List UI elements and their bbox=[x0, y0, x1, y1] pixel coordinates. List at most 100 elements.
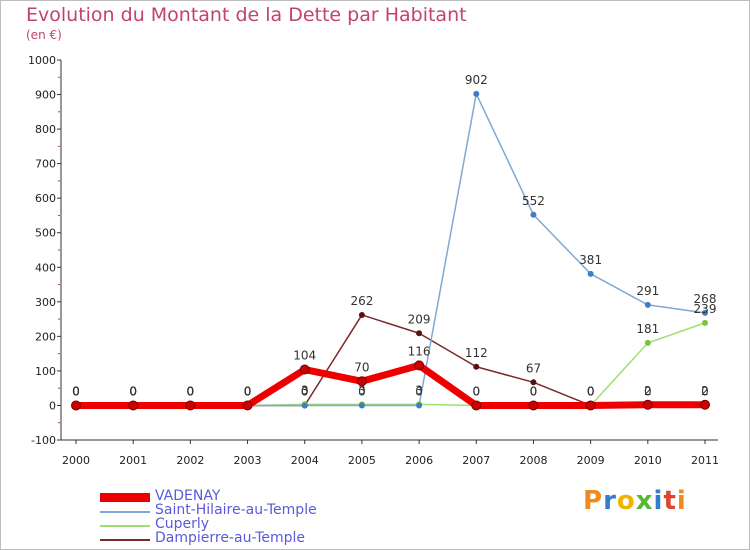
y-tick-label: 200 bbox=[35, 330, 56, 343]
data-point-vadenay bbox=[471, 400, 482, 411]
data-label-saint-hilaire-au-temple: 0 bbox=[415, 384, 423, 398]
legend-swatch-cuperly bbox=[100, 525, 150, 527]
data-point-vadenay bbox=[700, 399, 710, 410]
data-label-vadenay: 0 bbox=[244, 384, 252, 398]
data-label-vadenay: 0 bbox=[530, 384, 538, 398]
data-label-dampierre-au-temple: 0 bbox=[644, 384, 652, 398]
legend-label-cuperly: Cuperly bbox=[155, 516, 210, 532]
legend-label-dampierre: Dampierre-au-Temple bbox=[155, 530, 306, 546]
logo-letter: P bbox=[583, 486, 604, 516]
data-point-vadenay bbox=[185, 400, 196, 411]
data-label-saint-hilaire-au-temple: 0 bbox=[129, 384, 137, 398]
data-point-vadenay bbox=[71, 400, 81, 411]
data-label-vadenay: 0 bbox=[587, 384, 595, 398]
y-tick-label: 500 bbox=[35, 227, 56, 240]
data-point-dampierre-au-temple bbox=[530, 379, 537, 386]
logo-letter: t bbox=[663, 486, 677, 516]
y-tick-label: 300 bbox=[35, 296, 56, 309]
data-point-vadenay bbox=[414, 360, 425, 371]
data-label-vadenay: 116 bbox=[408, 344, 431, 358]
data-label-cuperly: 0 bbox=[472, 384, 480, 398]
data-label-dampierre-au-temple: 0 bbox=[301, 384, 309, 398]
logo-letter: x bbox=[635, 486, 654, 516]
y-tick-label: 100 bbox=[35, 365, 56, 378]
legend-label-saint-hilaire: Saint-Hilaire-au-Temple bbox=[155, 502, 317, 518]
x-tick-label: 2003 bbox=[234, 454, 262, 467]
y-tick-label: 400 bbox=[35, 261, 56, 274]
x-tick-label: 2008 bbox=[519, 454, 547, 467]
data-point-saint-hilaire-au-temple bbox=[301, 402, 308, 409]
data-point-saint-hilaire-au-temple bbox=[530, 211, 537, 218]
data-point-vadenay bbox=[299, 364, 310, 375]
data-point-dampierre-au-temple bbox=[473, 363, 480, 370]
data-label-cuperly: 0 bbox=[244, 384, 252, 398]
data-label-vadenay: 0 bbox=[472, 384, 480, 398]
y-tick-label: 600 bbox=[35, 192, 56, 205]
data-label-dampierre-au-temple: 0 bbox=[129, 384, 137, 398]
data-point-saint-hilaire-au-temple bbox=[358, 402, 365, 409]
data-point-saint-hilaire-au-temple bbox=[473, 90, 480, 97]
data-label-dampierre-au-temple: 0 bbox=[72, 384, 80, 398]
y-tick-label: 1000 bbox=[28, 54, 56, 67]
data-label-cuperly: 3 bbox=[358, 383, 366, 397]
series-line-cuperly bbox=[76, 322, 706, 407]
series-line-vadenay bbox=[76, 361, 705, 409]
data-label-cuperly: 0 bbox=[530, 384, 538, 398]
data-label-dampierre-au-temple: 67 bbox=[526, 361, 541, 375]
data-label-dampierre-au-temple: 262 bbox=[350, 294, 373, 308]
data-label-dampierre-au-temple: 209 bbox=[408, 312, 431, 326]
series-lines bbox=[76, 93, 706, 409]
data-label-cuperly: 239 bbox=[694, 302, 717, 316]
data-point-vadenay bbox=[528, 400, 539, 411]
x-tick-label: 2011 bbox=[691, 454, 719, 467]
chart-title: Evolution du Montant de la Dette par Hab… bbox=[26, 4, 467, 26]
data-label-dampierre-au-temple: 0 bbox=[244, 384, 252, 398]
logo-letter: i bbox=[653, 486, 664, 516]
data-label-saint-hilaire-au-temple: 0 bbox=[244, 384, 252, 398]
x-tick-label: 2007 bbox=[462, 454, 490, 467]
data-label-vadenay: 70 bbox=[354, 360, 369, 374]
data-point-saint-hilaire-au-temple bbox=[587, 270, 594, 277]
x-tick-label: 2009 bbox=[577, 454, 605, 467]
data-label-cuperly: 0 bbox=[587, 384, 595, 398]
data-point-saint-hilaire-au-temple bbox=[702, 309, 708, 316]
proxiti-logo: Proxiti bbox=[583, 486, 687, 516]
series-line-dampierre-au-temple bbox=[76, 314, 705, 407]
data-label-cuperly: 0 bbox=[129, 384, 137, 398]
data-point-saint-hilaire-au-temple bbox=[644, 301, 651, 308]
y-tick-label: 700 bbox=[35, 158, 56, 171]
data-label-saint-hilaire-au-temple: 0 bbox=[301, 384, 309, 398]
data-point-saint-hilaire-au-temple bbox=[416, 402, 423, 409]
x-tick-label: 2002 bbox=[176, 454, 204, 467]
data-label-cuperly: 3 bbox=[415, 383, 423, 397]
data-label-cuperly: 3 bbox=[301, 383, 309, 397]
data-label-saint-hilaire-au-temple: 381 bbox=[579, 253, 602, 267]
x-tick-label: 2001 bbox=[119, 454, 147, 467]
y-tick-label: 800 bbox=[35, 123, 56, 136]
x-tick-label: 2010 bbox=[634, 454, 662, 467]
data-point-vadenay bbox=[356, 376, 367, 387]
data-point-vadenay bbox=[585, 400, 596, 411]
legend-swatch-dampierre bbox=[100, 539, 150, 541]
data-label-saint-hilaire-au-temple: 0 bbox=[72, 384, 80, 398]
data-label-vadenay: 104 bbox=[293, 349, 316, 363]
x-tick-label: 2006 bbox=[405, 454, 433, 467]
data-label-cuperly: 0 bbox=[187, 384, 195, 398]
data-label-vadenay: 2 bbox=[701, 384, 709, 398]
data-point-dampierre-au-temple bbox=[358, 311, 365, 318]
data-label-dampierre-au-temple: 0 bbox=[701, 384, 709, 398]
data-label-saint-hilaire-au-temple: 268 bbox=[694, 292, 717, 306]
chart-subtitle: (en €) bbox=[26, 28, 62, 42]
data-label-saint-hilaire-au-temple: 291 bbox=[636, 284, 659, 298]
series-line-saint-hilaire-au-temple bbox=[76, 93, 706, 407]
data-label-dampierre-au-temple: 0 bbox=[587, 384, 595, 398]
data-label-vadenay: 0 bbox=[129, 384, 137, 398]
chart-axes: -100010020030040050060070080090010002000… bbox=[28, 54, 719, 467]
legend-label-vadenay: VADENAY bbox=[155, 488, 221, 504]
logo-letter: o bbox=[616, 486, 636, 516]
data-label-saint-hilaire-au-temple: 0 bbox=[187, 384, 195, 398]
data-point-vadenay bbox=[128, 400, 139, 411]
